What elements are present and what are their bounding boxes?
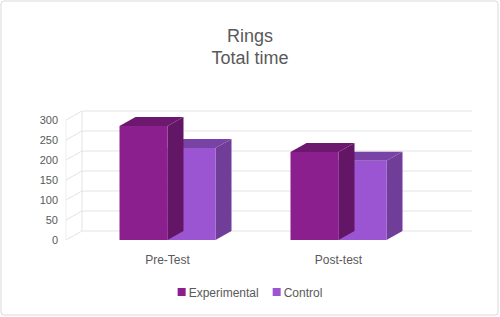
bar (120, 126, 168, 240)
legend-swatch (273, 288, 281, 296)
bar-side (339, 143, 355, 240)
legend: Experimental Control (178, 286, 323, 300)
bar-side (387, 152, 403, 240)
bar-top (291, 143, 355, 152)
grid-line (66, 111, 472, 120)
title: Rings (227, 26, 273, 46)
bar-top (120, 117, 184, 126)
subtitle: Total time (211, 48, 288, 68)
legend-label: Experimental (189, 286, 259, 300)
y-tick-label: 150 (40, 174, 58, 186)
x-tick-label: Pre-Test (145, 253, 190, 267)
y-axis-line (66, 120, 67, 240)
frame (1, 1, 498, 315)
x-tick-label: Post-test (315, 253, 363, 267)
legend-swatch (178, 288, 186, 296)
bar-side (216, 139, 232, 240)
bars (120, 117, 403, 240)
bar-side (168, 117, 184, 240)
y-tick-label: 0 (52, 234, 58, 246)
y-tick-label: 200 (40, 154, 58, 166)
y-tick-label: 100 (40, 194, 58, 206)
chart: RingsTotal time 0 50 100 150 200 250 300 Pre-Tes… (0, 0, 500, 317)
grid (66, 111, 472, 240)
legend-label: Control (284, 286, 323, 300)
y-tick-label: 300 (40, 114, 58, 126)
bar-group (291, 143, 355, 240)
bar-group (120, 117, 184, 240)
bar (291, 152, 339, 240)
y-tick-label: 250 (40, 134, 58, 146)
y-tick-label: 50 (46, 214, 58, 226)
